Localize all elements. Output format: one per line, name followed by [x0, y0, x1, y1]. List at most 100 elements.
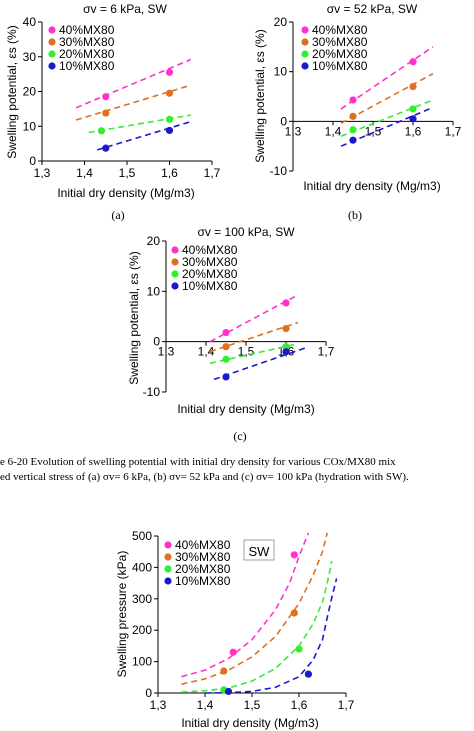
legend-label-40%MX80: 40%MX80 [175, 538, 231, 552]
data-point-30%MX80 [165, 89, 174, 97]
chart-title: σv = 100 kPa, SW [197, 225, 295, 239]
trend-line-40%MX80 [340, 46, 434, 110]
y-axis-label: Swelling potential, εs (%) [5, 25, 19, 158]
y-tick-label: 20 [147, 234, 161, 248]
legend-marker-40%MX80 [164, 541, 172, 549]
trend-line-30%MX80 [181, 532, 328, 685]
data-point-20%MX80 [282, 343, 290, 351]
x-tick-label: 1,4 [76, 166, 93, 180]
data-point-40%MX80 [165, 68, 174, 76]
data-point-10%MX80 [165, 126, 174, 135]
legend-marker-20%MX80 [301, 50, 309, 58]
chart-title: σv = 52 kPa, SW [327, 2, 418, 16]
legend-label-20%MX80: 20%MX80 [182, 267, 238, 281]
data-point-10%MX80 [409, 115, 417, 123]
y-tick-label: 200 [132, 623, 152, 637]
data-point-10%MX80 [102, 144, 110, 152]
data-point-10%MX80 [224, 687, 233, 696]
legend-label-30%MX80: 30%MX80 [312, 35, 368, 49]
data-point-30%MX80 [282, 324, 290, 333]
trend-line-30%MX80 [340, 72, 434, 125]
y-axis-label: Swelling potential, εs (%) [127, 251, 141, 384]
legend-marker-30%MX80 [301, 38, 309, 46]
x-tick-label: 1,4 [325, 124, 342, 138]
trend-line-20%MX80 [181, 560, 333, 693]
data-point-30%MX80 [222, 343, 230, 351]
legend-label-10%MX80: 10%MX80 [175, 574, 231, 588]
x-tick-label: 1,3 [34, 166, 51, 180]
trend-line-10%MX80 [340, 106, 434, 147]
data-point-10%MX80 [282, 348, 290, 356]
data-point-20%MX80 [165, 115, 174, 123]
figure-caption-line1: e 6-20 Evolution of swelling potential w… [0, 456, 396, 468]
legend-marker-30%MX80 [164, 553, 172, 561]
y-tick-label: 500 [132, 529, 152, 543]
x-axis-label: Initial dry density (Mg/m3) [181, 716, 318, 730]
legend-label-40%MX80: 40%MX80 [182, 243, 238, 257]
legend-marker-10%MX80 [301, 62, 309, 70]
legend-label-40%MX80: 40%MX80 [59, 23, 115, 37]
y-tick-label: -10 [270, 164, 288, 178]
y-axis-label: Swelling potential, εs (%) [253, 29, 267, 162]
x-tick-label: 1,6 [291, 698, 308, 712]
legend-label-10%MX80: 10%MX80 [182, 279, 238, 293]
data-point-10%MX80 [222, 373, 230, 381]
x-tick-label: 1,5 [238, 345, 255, 359]
legend-marker-40%MX80 [48, 26, 56, 34]
legend-marker-30%MX80 [48, 38, 56, 46]
legend-label-20%MX80: 20%MX80 [59, 47, 115, 61]
y-tick-label: 300 [132, 592, 152, 606]
legend-marker-40%MX80 [301, 26, 309, 34]
y-tick-label: 0 [29, 154, 36, 168]
data-point-30%MX80 [220, 667, 228, 675]
y-tick-label: 10 [147, 284, 161, 298]
y-axis-label: Swelling pressure (kPa) [115, 551, 129, 678]
x-axis-label: Initial dry density (Mg/m3) [303, 179, 440, 193]
data-point-30%MX80 [349, 112, 357, 120]
x-tick-label: 1,3 [158, 345, 175, 359]
y-tick-label: 30 [23, 50, 37, 64]
data-point-20%MX80 [222, 355, 230, 363]
legend-label-10%MX80: 10%MX80 [59, 59, 115, 73]
x-tick-label: 1,3 [285, 124, 302, 138]
trend-line-10%MX80 [96, 120, 191, 151]
legend-marker-40%MX80 [171, 246, 179, 254]
x-tick-label: 1,3 [150, 698, 167, 712]
data-point-40%MX80 [290, 551, 298, 559]
x-tick-label: 1,7 [204, 166, 221, 180]
trend-line-20%MX80 [88, 114, 191, 134]
x-tick-label: 1,6 [405, 124, 422, 138]
y-tick-label: 100 [132, 655, 152, 669]
x-tick-label: 1,7 [338, 698, 355, 712]
y-tick-label: 10 [274, 65, 288, 79]
legend-marker-20%MX80 [171, 270, 179, 278]
legend-label-30%MX80: 30%MX80 [175, 550, 231, 564]
x-axis-label: Initial dry density (Mg/m3) [57, 186, 194, 200]
y-tick-label: 20 [23, 85, 37, 99]
x-tick-label: 1,7 [445, 124, 462, 138]
data-point-30%MX80 [290, 609, 298, 617]
x-tick-label: 1,7 [318, 345, 335, 359]
data-point-20%MX80 [97, 127, 106, 135]
y-tick-label: 10 [23, 119, 37, 133]
data-point-10%MX80 [304, 670, 312, 678]
legend-marker-20%MX80 [48, 50, 56, 58]
y-tick-label: -10 [143, 385, 161, 399]
trend-line-40%MX80 [75, 58, 192, 109]
chart-title: σv = 6 kPa, SW [83, 2, 167, 16]
data-point-40%MX80 [409, 58, 417, 66]
legend-label-30%MX80: 30%MX80 [182, 255, 238, 269]
data-point-40%MX80 [282, 299, 290, 307]
data-point-40%MX80 [222, 329, 230, 337]
legend-label-30%MX80: 30%MX80 [59, 35, 115, 49]
legend-marker-10%MX80 [48, 62, 56, 70]
data-point-30%MX80 [409, 82, 417, 91]
legend-marker-10%MX80 [164, 577, 172, 585]
trend-line-40%MX80 [181, 532, 310, 678]
legend-label-10%MX80: 10%MX80 [312, 59, 368, 73]
data-point-30%MX80 [102, 109, 110, 117]
panel-label: (c) [233, 429, 246, 443]
figure-caption-line2: ed vertical stress of (a) σv= 6 kPa, (b)… [0, 471, 409, 483]
y-tick-label: 0 [280, 114, 287, 128]
